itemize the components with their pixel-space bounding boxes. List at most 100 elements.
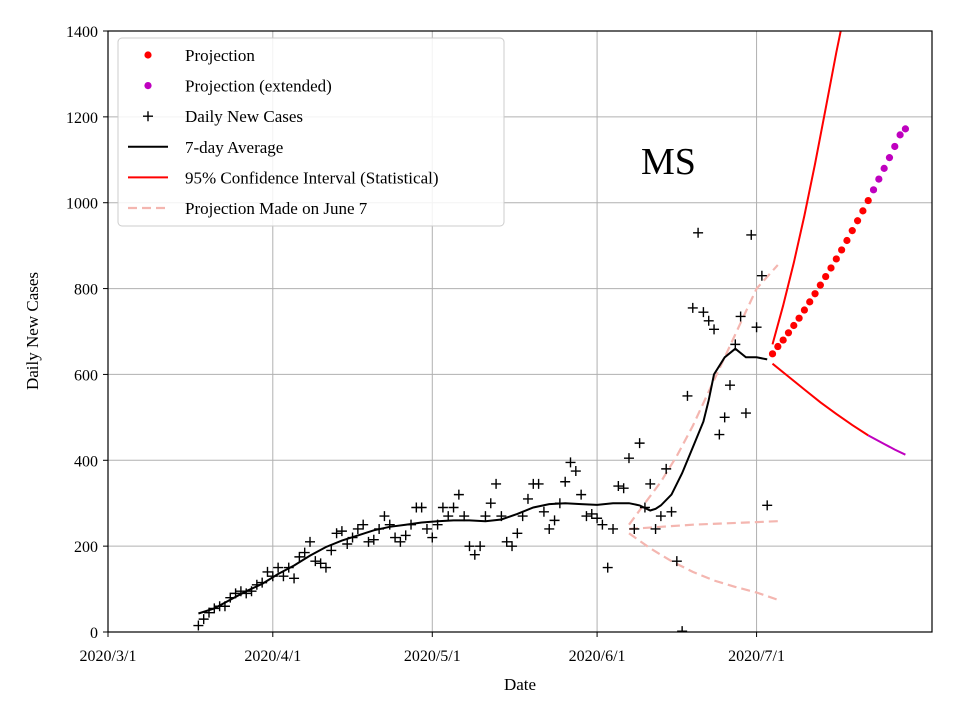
daily-case-point <box>496 511 507 522</box>
daily-case-point <box>219 601 230 612</box>
daily-case-point <box>650 523 661 534</box>
projection-point <box>827 264 835 272</box>
daily-case-point <box>374 523 385 534</box>
y-ticks: 0 200 400 600 800 1000 1200 1400 <box>66 24 108 642</box>
projection-point <box>768 350 777 358</box>
projection-extended-point <box>869 186 878 194</box>
daily-case-point <box>283 562 294 573</box>
daily-case-point <box>390 532 401 543</box>
y-tick-label: 800 <box>74 282 98 299</box>
daily-case-point <box>437 502 448 513</box>
daily-case-point <box>225 592 236 603</box>
projection-point <box>811 290 819 298</box>
daily-case-point <box>464 541 475 552</box>
7-day-average-line <box>198 347 768 615</box>
daily-case-point <box>289 573 300 584</box>
daily-case-point <box>427 532 438 543</box>
95-ci-upper-line <box>771 31 842 345</box>
x-tick-label: 2020/7/1 <box>728 648 785 665</box>
legend-box <box>117 37 505 227</box>
daily-case-point <box>661 463 672 474</box>
daily-case-point <box>273 562 284 573</box>
daily-case-point <box>682 390 693 401</box>
daily-case-point <box>538 506 549 517</box>
daily-case-point <box>294 551 305 562</box>
daily-case-point <box>666 506 677 517</box>
daily-case-point <box>278 571 289 582</box>
daily-case-point <box>241 588 252 599</box>
x-axis-label: Date <box>504 675 536 694</box>
y-tick-label: 1200 <box>66 110 98 127</box>
daily-case-point <box>459 511 470 522</box>
daily-case-point <box>209 603 220 614</box>
x-tick-label: 2020/6/1 <box>569 648 626 665</box>
daily-case-point <box>698 307 709 318</box>
daily-case-point <box>677 626 688 632</box>
daily-case-point <box>629 523 640 534</box>
daily-case-point <box>693 227 704 238</box>
projection-extended-point <box>880 164 888 172</box>
daily-case-point <box>560 476 571 487</box>
daily-case-point <box>358 519 369 530</box>
projection-extended-point <box>875 175 883 183</box>
daily-case-point <box>687 302 698 313</box>
projection-extended-point <box>891 142 899 151</box>
daily-case-point <box>544 523 555 534</box>
x-ticks: 2020/3/1 2020/4/1 2020/5/1 2020/6/1 2020/7/1 <box>80 632 785 665</box>
daily-case-point <box>565 457 576 468</box>
projection-point <box>816 281 824 289</box>
daily-case-point <box>576 489 587 500</box>
daily-case-point <box>395 536 406 547</box>
daily-case-point <box>198 614 209 625</box>
daily-case-point <box>730 339 741 350</box>
95-ci-lower-line <box>771 362 869 437</box>
daily-case-point <box>246 586 257 597</box>
daily-case-point <box>320 562 331 573</box>
daily-case-point <box>310 556 321 567</box>
projection-point <box>774 342 782 351</box>
daily-case-point <box>331 528 342 539</box>
projection-made-on-june-7-upper-line <box>628 264 779 526</box>
plot-area <box>193 31 910 632</box>
axes-frame <box>107 30 933 633</box>
daily-case-point <box>501 536 512 547</box>
projection-point <box>784 329 793 337</box>
daily-case-point <box>740 408 751 419</box>
daily-case-point <box>315 558 326 569</box>
daily-case-point <box>512 528 523 539</box>
legend: Projection Projection (extended) Daily New… <box>117 37 505 227</box>
daily-case-point <box>400 530 411 541</box>
projection-point <box>859 207 867 215</box>
legend-marker-daily-new-cases <box>143 111 153 122</box>
daily-case-point <box>634 438 645 449</box>
projection-made-on-june-7-lower-line <box>628 532 779 601</box>
daily-case-point <box>262 566 273 577</box>
daily-case-point <box>485 498 496 509</box>
y-tick-label: 0 <box>90 625 98 642</box>
daily-case-point <box>751 322 762 333</box>
projection-point <box>843 236 851 245</box>
daily-case-point <box>443 511 454 522</box>
95-ci-lower-extended-line <box>867 434 906 456</box>
daily-case-point <box>507 541 518 552</box>
daily-case-point <box>533 478 544 489</box>
daily-case-point <box>586 508 597 519</box>
daily-case-point <box>379 511 390 522</box>
daily-case-point <box>406 519 417 530</box>
daily-case-point <box>251 579 262 590</box>
projection-extended-point <box>901 125 910 133</box>
daily-case-point <box>416 502 427 513</box>
daily-case-point <box>613 481 624 492</box>
daily-case-point <box>299 547 310 558</box>
daily-case-point <box>448 502 459 513</box>
daily-case-point <box>735 311 746 322</box>
legend-marker-projection-extended <box>144 82 152 90</box>
projection-point <box>790 321 798 330</box>
daily-case-point <box>517 511 528 522</box>
legend-label-projection-made-on-june-7: Projection Made on June 7 <box>185 199 368 218</box>
daily-case-point <box>671 556 682 567</box>
projection-point <box>800 306 809 314</box>
daily-case-point <box>602 562 613 573</box>
daily-case-point <box>592 513 603 524</box>
